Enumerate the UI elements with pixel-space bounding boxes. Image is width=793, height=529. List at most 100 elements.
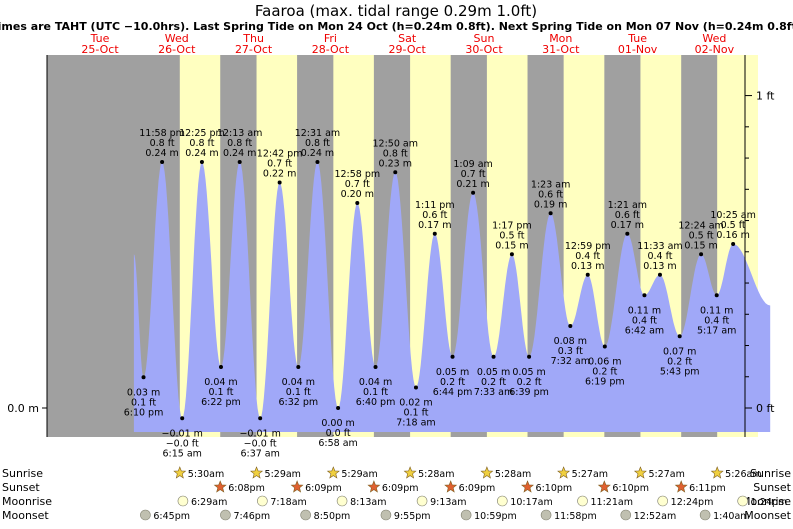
moonset-icon (620, 509, 632, 521)
moonrise-icon (657, 495, 668, 507)
event-time-label: 8:13am (350, 497, 386, 508)
tide-height-ft-label: 0.0 ft (326, 428, 351, 439)
tide-time-label: 6:58 am (318, 438, 357, 449)
tide-point (258, 416, 263, 421)
tide-curve-group (133, 162, 771, 432)
tide-height-m-label: 0.21 m (456, 179, 489, 190)
row-label-right: Sunrise (750, 467, 791, 480)
sunrise-icon (326, 466, 340, 479)
row-label-left: Moonset (2, 509, 49, 522)
moonset-icon (699, 509, 711, 521)
sunrise-icon (633, 466, 647, 479)
tide-height-ft-label: 0.2 ft (440, 377, 465, 388)
tide-point (296, 365, 301, 369)
tide-time-label: 10:25 am (710, 210, 755, 221)
moonrise-icon (336, 495, 348, 507)
event-time-label: 11:58pm (554, 511, 597, 522)
tide-point (491, 354, 496, 359)
moonrise-icon (497, 495, 508, 507)
event-time-label: 12:24pm (671, 497, 714, 508)
tide-time-label: 6:15 am (162, 448, 201, 459)
tide-height-ft-label: 0.1 ft (286, 387, 311, 398)
tide-height-ft-label: 0.5 ft (689, 230, 714, 241)
tide-height-m-label: 0.24 m (301, 148, 334, 159)
sunrise-icon (173, 466, 187, 479)
axes-group: 0.0 m 1 ft 0 ft (7, 55, 775, 437)
tide-time-label: 6:22 pm (201, 397, 241, 408)
tide-height-ft-label: 0.2 ft (517, 377, 542, 388)
moonset-icon (140, 509, 151, 521)
tide-point (699, 252, 704, 257)
tide-point (731, 242, 736, 246)
event-time-label: 9:13am (430, 497, 466, 508)
event-time-label: 9:55pm (394, 511, 431, 522)
tide-point (677, 334, 682, 339)
sunrise-icon (250, 466, 264, 479)
tide-height-ft-label: 0.2 ft (592, 367, 617, 378)
tide-point (625, 231, 630, 236)
tide-time-label: 6:39 pm (509, 387, 549, 398)
astro-rows-group: Sunrise Sunrise 5:30am 5:29am 5:29am 5:28am 5:… (2, 466, 792, 522)
sunset-icon (444, 480, 458, 493)
tide-height-m-label: 0.24 m (145, 148, 178, 159)
sunset-icon (674, 480, 688, 493)
tide-time-label: 12:42 pm (257, 149, 303, 160)
tide-height-m-label: 0.03 m (127, 387, 160, 398)
sunrise-icon (710, 466, 724, 479)
tide-point (218, 365, 223, 369)
day-name-label: Sun (474, 32, 495, 45)
tide-point (714, 293, 719, 298)
tide-height-ft-label: 0.4 ft (647, 251, 672, 262)
event-time-label: 11:21am (591, 497, 633, 508)
tide-point (393, 170, 398, 175)
tide-time-label: 12:13 am (217, 128, 262, 139)
tide-height-m-label: 0.06 m (588, 357, 621, 368)
day-name-label: Wed (165, 32, 189, 45)
event-time-label: 5:28am (495, 469, 531, 480)
event-time-label: 6:29am (191, 497, 227, 508)
tide-height-ft-label: −0.0 ft (166, 438, 199, 449)
event-time-label: 1:24pm (751, 497, 788, 508)
tide-height-ft-label: 0.8 ft (305, 138, 330, 149)
tide-height-m-label: 0.24 m (185, 148, 218, 159)
tide-point (336, 406, 341, 410)
row-label-left: Sunrise (2, 467, 43, 480)
tide-height-ft-label: 0.6 ft (538, 189, 563, 200)
tide-height-ft-label: 0.6 ft (615, 210, 640, 221)
tide-point (527, 354, 532, 359)
event-time-label: 6:09pm (305, 483, 342, 494)
row-label-right: Sunset (753, 481, 791, 494)
tide-time-label: 1:23 am (531, 179, 570, 190)
moonrise-icon (257, 495, 268, 507)
tide-height-m-label: 0.04 m (204, 377, 237, 388)
tide-height-ft-label: 0.4 ft (704, 315, 729, 326)
tide-height-ft-label: 0.1 ft (363, 387, 388, 398)
tide-point (315, 160, 320, 164)
tide-height-ft-label: 0.3 ft (558, 346, 583, 357)
tide-area (133, 162, 771, 432)
tide-point (568, 324, 573, 328)
tide-point (160, 160, 165, 164)
left-axis-label: 0.0 m (7, 402, 39, 415)
tide-time-label: 6:10 pm (124, 407, 164, 418)
tide-height-ft-label: 0.7 ft (461, 169, 486, 180)
tide-time-label: 6:42 am (625, 325, 664, 336)
tide-point (585, 272, 590, 277)
tide-point (413, 385, 418, 390)
tide-height-ft-label: 0.8 ft (227, 138, 252, 149)
tide-height-m-label: 0.15 m (684, 240, 717, 251)
event-time-label: 6:45pm (153, 511, 190, 522)
tide-point (277, 180, 282, 185)
day-name-label: Mon (549, 32, 572, 45)
tide-height-m-label: 0.04 m (282, 377, 315, 388)
event-time-label: 5:28am (418, 469, 454, 480)
event-time-label: 5:29am (265, 469, 301, 480)
day-date-label: 26-Oct (158, 43, 196, 56)
moonset-icon (220, 509, 231, 521)
tide-height-m-label: 0.05 m (512, 367, 545, 378)
tide-point (657, 272, 662, 277)
sunset-icon (367, 480, 381, 493)
tide-height-ft-label: −0.0 ft (244, 438, 277, 449)
day-name-label: Fri (324, 32, 337, 45)
